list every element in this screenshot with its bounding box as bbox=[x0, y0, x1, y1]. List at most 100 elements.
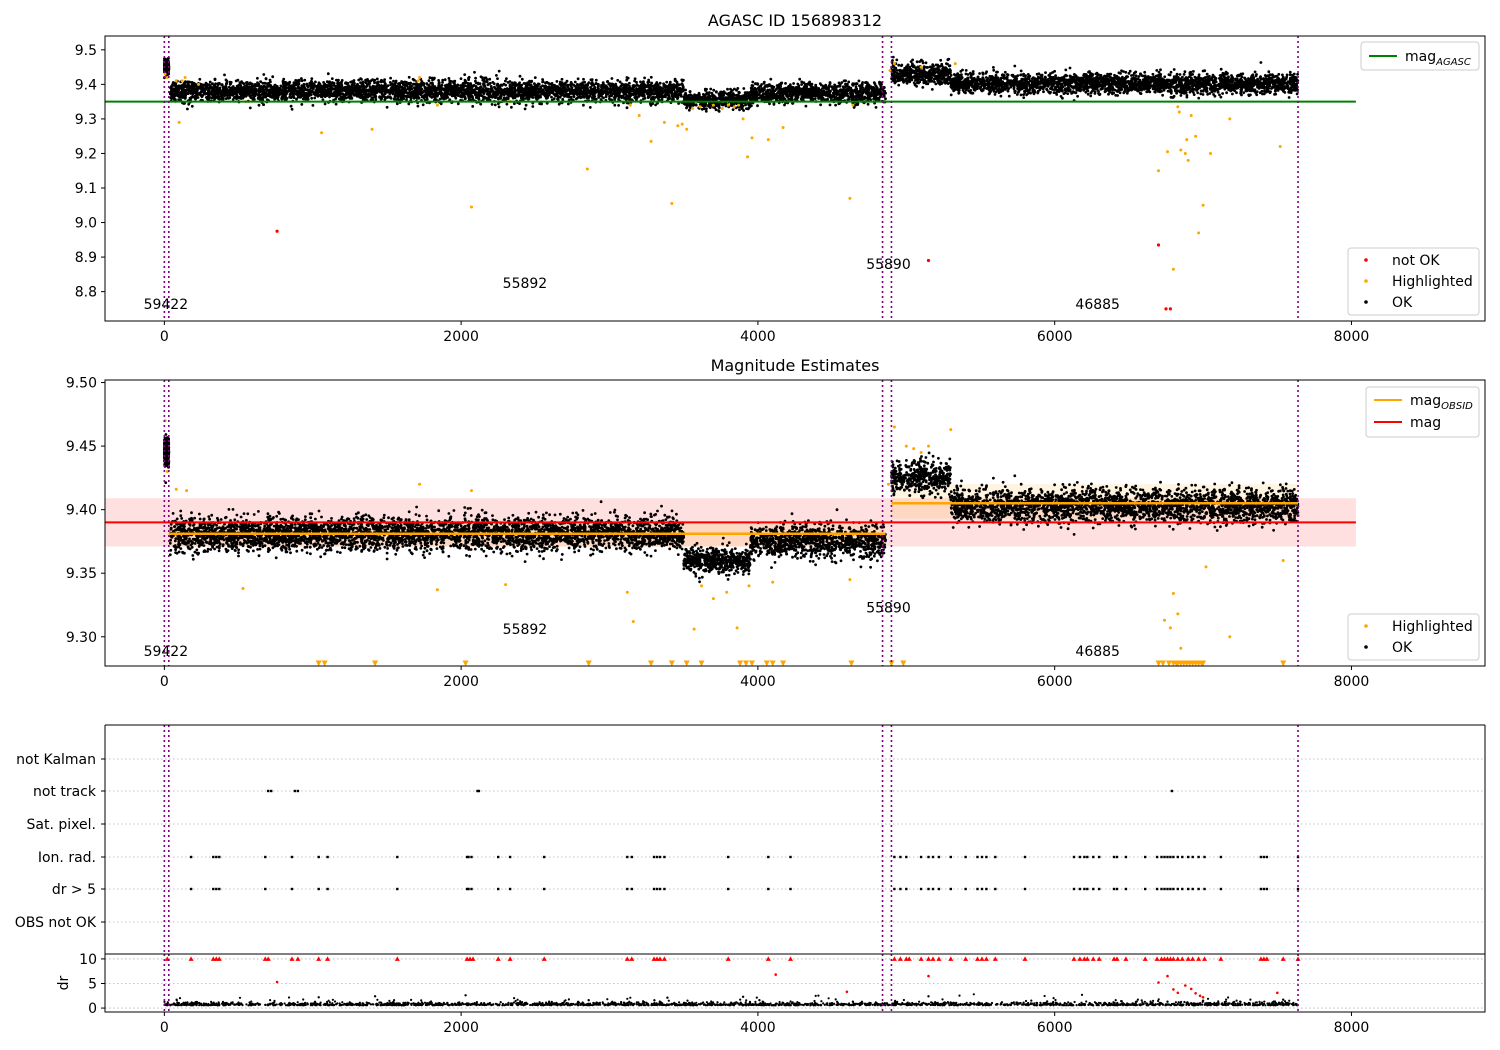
p1-ok-point bbox=[441, 81, 444, 84]
p1-ok-point bbox=[721, 103, 725, 107]
panel1-data bbox=[105, 36, 1356, 321]
p1-ok-point bbox=[262, 84, 266, 88]
p1-ok-point bbox=[697, 91, 701, 95]
p1-ok-point bbox=[379, 80, 383, 84]
p1-ok-point bbox=[299, 91, 303, 95]
p1-ok-point bbox=[300, 103, 304, 106]
p1-ok-point bbox=[491, 81, 495, 84]
p1-ok-point bbox=[555, 80, 559, 83]
p1-ok-point bbox=[717, 97, 721, 101]
p1-ok-point bbox=[419, 91, 423, 95]
p1-ok-point bbox=[292, 82, 296, 85]
p1-ok-point bbox=[535, 91, 539, 95]
p1-ok-point bbox=[290, 107, 294, 111]
p1-ok-point bbox=[632, 84, 635, 88]
p1-ok-point bbox=[599, 90, 603, 93]
p1-ok-point bbox=[438, 87, 442, 91]
p1-ok-point bbox=[393, 95, 397, 99]
p1-ok-point bbox=[526, 83, 530, 86]
p1-ok-point bbox=[228, 94, 232, 97]
p1-ok-point bbox=[340, 87, 344, 91]
p1-ok-point bbox=[284, 88, 288, 91]
p1-ok-point bbox=[463, 73, 467, 76]
p1-ok-point bbox=[400, 85, 404, 89]
p1-ok-point bbox=[351, 87, 355, 91]
p1-ok-point bbox=[587, 91, 591, 95]
p1-ok-point bbox=[431, 78, 434, 82]
p1-ok-point bbox=[733, 87, 736, 91]
p1-ok-point bbox=[359, 89, 363, 93]
p1-ok-point bbox=[684, 88, 687, 92]
p1-ok-point bbox=[244, 89, 248, 93]
p1-ok-point bbox=[205, 96, 209, 99]
p1-ok-point bbox=[405, 80, 408, 84]
p1-ok-point bbox=[263, 91, 267, 95]
p1-ok-point bbox=[622, 90, 626, 94]
p1-ok-point bbox=[224, 82, 228, 86]
p1-ok-point bbox=[430, 85, 434, 88]
p1-ok-point bbox=[362, 97, 366, 100]
p1-ok-point bbox=[678, 92, 682, 95]
p1-ok-point bbox=[326, 72, 330, 76]
p1-ok-point bbox=[597, 90, 600, 94]
p1-ok-point bbox=[389, 83, 392, 87]
p1-ok-point bbox=[310, 77, 314, 80]
p1-ok-point bbox=[395, 102, 399, 106]
p1-ok-point bbox=[259, 80, 262, 83]
p1-ok-point bbox=[557, 91, 561, 95]
p1-ok-point bbox=[703, 93, 707, 97]
p1-ok-point bbox=[528, 89, 532, 93]
p1-ok-point bbox=[513, 83, 517, 86]
p1-ok-point bbox=[567, 102, 570, 106]
p1-ok-point bbox=[295, 97, 298, 101]
p1-ok-point bbox=[193, 95, 197, 99]
p1-ok-point bbox=[409, 87, 413, 91]
p1-ok-point bbox=[282, 77, 286, 81]
p1-ok-point bbox=[361, 80, 365, 84]
p1-ok-point bbox=[277, 89, 280, 93]
p1-ok-point bbox=[594, 82, 598, 86]
p1-ok-point bbox=[283, 94, 287, 97]
p1-ok-point bbox=[605, 92, 609, 96]
p1-ok-point bbox=[385, 90, 389, 94]
p1-ok-point bbox=[558, 80, 562, 84]
p1-ok-point bbox=[358, 95, 361, 99]
p1-ok-point bbox=[456, 102, 460, 106]
p1-ok-point bbox=[505, 96, 509, 100]
p1-ok-point bbox=[229, 87, 233, 91]
p1-ok-point bbox=[718, 92, 722, 96]
p1-ok-point bbox=[271, 75, 275, 79]
p1-ok-point bbox=[649, 75, 653, 79]
p1-ok-point bbox=[208, 80, 212, 84]
p1-ok-point bbox=[372, 79, 376, 83]
p1-ok-point bbox=[388, 92, 392, 96]
p1-ok-point bbox=[359, 81, 362, 84]
p1-ok-point bbox=[287, 81, 291, 85]
p1-ok-point bbox=[524, 103, 528, 107]
p1-ok-point bbox=[202, 91, 206, 95]
p1-ok-point bbox=[546, 85, 549, 89]
p1-ok-point bbox=[708, 105, 712, 109]
p1-ok-point bbox=[565, 89, 568, 93]
p1-ok-point bbox=[700, 107, 704, 111]
p1-ok-point bbox=[486, 83, 490, 87]
p1-ok-point bbox=[394, 91, 398, 94]
p1-ok-point bbox=[214, 82, 218, 86]
p1-ok-point bbox=[384, 84, 387, 88]
p1-ok-point bbox=[642, 97, 645, 101]
p1-ok-point bbox=[297, 95, 301, 99]
p1-ok-point bbox=[707, 95, 710, 98]
p1-ok-point bbox=[515, 94, 518, 97]
p1-ok-point bbox=[193, 88, 197, 91]
p1-ok-point bbox=[459, 87, 463, 91]
p1-ok-point bbox=[499, 97, 503, 100]
p1-ok-point bbox=[613, 91, 617, 95]
p1-ok-point bbox=[208, 87, 211, 91]
p1-ok-point bbox=[441, 87, 445, 90]
p1-ok-point bbox=[259, 94, 262, 97]
p1-ok-point bbox=[311, 104, 315, 107]
p1-ok-point bbox=[180, 96, 184, 99]
p1-ok-point bbox=[582, 77, 585, 81]
p1-ok-point bbox=[250, 82, 254, 86]
p1-ok-point bbox=[568, 83, 572, 87]
